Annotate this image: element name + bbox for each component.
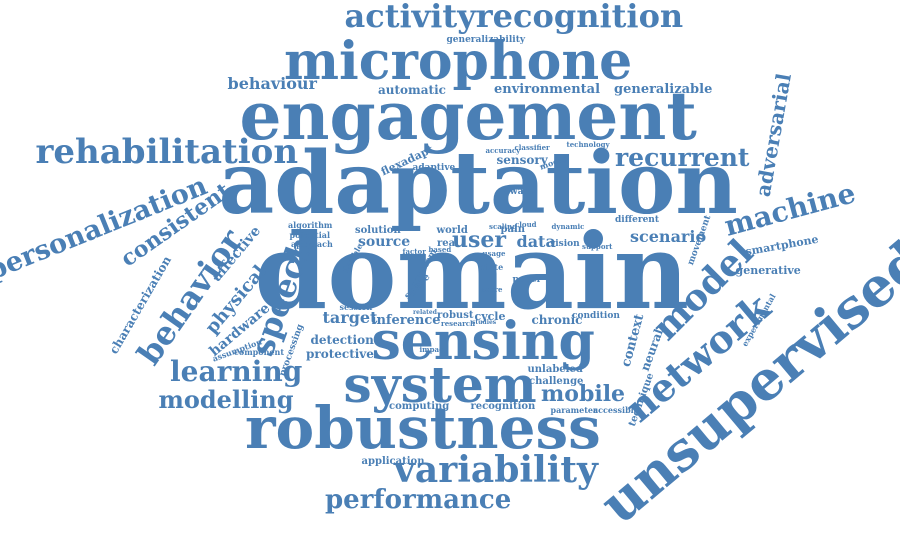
word-generalizability: generalizability (446, 34, 526, 45)
word-computing: computing (389, 401, 450, 412)
word-adaptive: adaptive (412, 162, 456, 173)
word-recurrent: recurrent (615, 142, 750, 172)
word-cloud: cloud (515, 219, 537, 229)
word-recognition: recognition (470, 401, 536, 412)
word-studies: studies (472, 319, 497, 326)
word-technology: technology (566, 139, 610, 149)
word-smartphone: smartphone (744, 232, 820, 258)
word-detection: detection (310, 333, 374, 347)
word-modelling: modelling (158, 385, 294, 414)
word-factor: factor (402, 246, 426, 256)
word-robust: robust (437, 310, 474, 321)
word-behaviour: behaviour (227, 74, 317, 93)
word-solution: solution (355, 225, 401, 236)
word-domain: domain (254, 210, 690, 333)
word-source: source (358, 234, 411, 250)
word-support: support (582, 241, 613, 251)
word-machine: machine (720, 176, 859, 243)
word-algorithm: algorithm (288, 220, 333, 230)
word-adversarial: adversarial (750, 71, 796, 199)
word-aware: aware (504, 186, 534, 197)
word-user: user (452, 227, 506, 253)
word-based: based (428, 244, 452, 254)
word-system: system (343, 355, 537, 414)
word-engagement: engagement (239, 77, 697, 155)
word-score: score (481, 284, 503, 294)
word-condition: condition (572, 310, 620, 321)
word-real: real (437, 238, 459, 249)
word-activityrecognition: activityrecognition (344, 0, 684, 35)
word-scenario: scenario (630, 227, 707, 246)
word-protective: protective (306, 347, 374, 361)
word-chronic: chronic (531, 313, 583, 327)
word-microphone: microphone (284, 31, 633, 92)
word-session: session (339, 302, 373, 312)
word-data: data (516, 232, 556, 251)
word-generalizable: generalizable (614, 81, 713, 97)
word-cycle: cycle (474, 309, 506, 323)
word-accessible: accessible (593, 405, 639, 415)
word-learning: learning (170, 355, 303, 388)
word-component: component (234, 347, 285, 357)
word-scaling: scaling (489, 221, 518, 231)
word-adaptation: adaptation (218, 133, 738, 234)
word-rehabilitation: rehabilitation (35, 132, 299, 172)
word-related: related (413, 309, 437, 316)
word-classifier: classifier (514, 142, 550, 152)
word-vision: vision (550, 238, 580, 249)
word-sensory: sensory (496, 153, 548, 167)
word-sensing: sensing (371, 311, 595, 372)
word-generative: generative (735, 263, 801, 277)
word-research: research (441, 318, 476, 328)
word-paper: paper (512, 274, 542, 285)
word-environmental: environmental (494, 81, 601, 97)
word-target: target (322, 308, 378, 327)
word-approach: approach (291, 239, 333, 249)
word-accuracy: accuracy (485, 145, 521, 155)
word-parameter: parameter (550, 405, 598, 415)
word-inference: inference (371, 312, 441, 328)
word-robustness: robustness (245, 394, 601, 462)
word-variability: variability (394, 449, 598, 491)
word-challenge: challenge (529, 376, 584, 387)
word-usage: usage (482, 248, 506, 258)
word-performance: performance (325, 485, 512, 515)
word-world: world (436, 225, 468, 236)
word-impact: impact (419, 344, 447, 354)
word-automatic: automatic (378, 83, 446, 97)
word-unlabeled: unlabeled (527, 364, 583, 375)
word-mobile: mobile (541, 381, 626, 407)
word-potential: potential (289, 230, 331, 240)
word-different: different (615, 214, 659, 225)
word-dynamic: dynamic (551, 221, 585, 231)
word-pain: pain (500, 224, 526, 235)
word-state: state (481, 262, 504, 272)
word-application: application (361, 456, 425, 467)
